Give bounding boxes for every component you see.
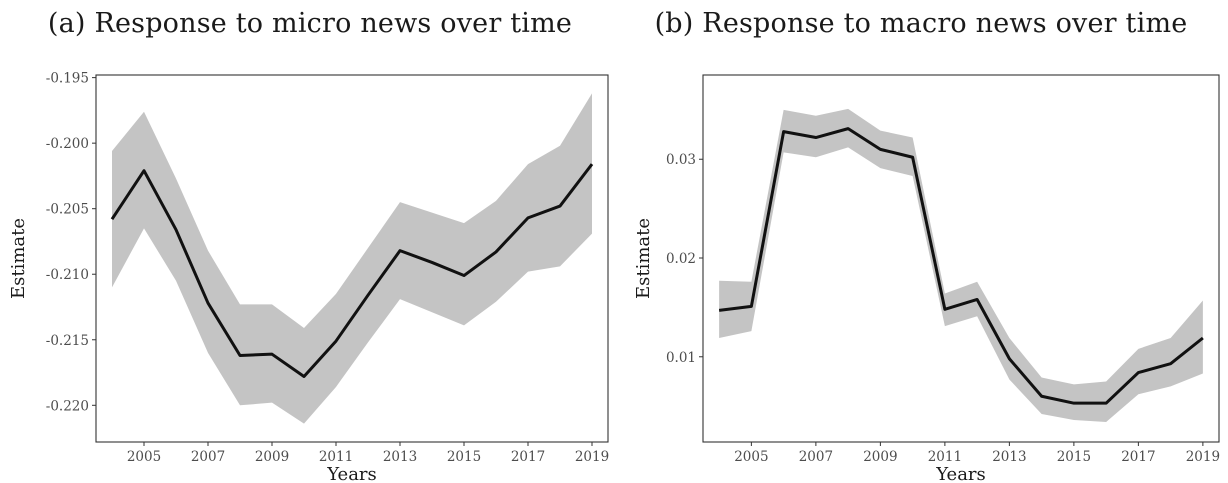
x-tick-label: 2013 (383, 449, 417, 465)
y-tick-label: 0.02 (666, 251, 696, 267)
x-tick-label: 2005 (734, 449, 768, 465)
x-tick-label: 2015 (1057, 449, 1091, 465)
panel-macro-news: (b) Response to macro news over time 200… (614, 0, 1228, 483)
y-tick-label: -0.200 (46, 136, 89, 152)
y-tick-label: -0.205 (46, 202, 89, 218)
y-tick-label: 0.01 (666, 350, 696, 366)
x-tick-label: 2011 (319, 449, 353, 465)
x-tick-label: 2009 (255, 449, 289, 465)
chart-micro-news: 2005 2007 2009 2011 2013 2015 2017 2019 -0.195 -0… (8, 71, 609, 483)
x-tick-label: 2019 (1186, 449, 1220, 465)
confidence-band (719, 108, 1203, 422)
y-axis-label: Estimate (633, 218, 654, 299)
plot-frame (95, 74, 609, 443)
y-tick-label: 0.03 (666, 152, 696, 168)
x-tick-label: 2013 (992, 449, 1026, 465)
y-tick-label: -0.220 (46, 398, 89, 414)
estimate-line (110, 163, 594, 378)
x-tick-label: 2017 (511, 449, 545, 465)
x-tick-label: 2017 (1121, 449, 1155, 465)
y-axis-label: Estimate (8, 218, 29, 299)
y-tick-label: -0.215 (46, 333, 89, 349)
panel-micro-news: (a) Response to micro news over time 200… (8, 8, 609, 483)
x-tick-label: 2005 (127, 449, 161, 465)
x-axis-label: Years (326, 464, 377, 483)
chart-title-macro: (b) Response to macro news over time (654, 8, 1188, 39)
estimate-line (718, 127, 1204, 405)
x-tick-label: 2011 (928, 449, 962, 465)
x-tick-label: 2015 (447, 449, 481, 465)
x-tick-label: 2009 (863, 449, 897, 465)
confidence-band (112, 93, 592, 424)
x-tick-label: 2019 (575, 449, 609, 465)
chart-title-micro: (a) Response to micro news over time (47, 8, 573, 39)
y-tick-label: -0.195 (46, 71, 89, 87)
x-tick-label: 2007 (191, 449, 225, 465)
chart-macro-news: 2005 2007 2009 2011 2013 2015 2017 2019 0.01 0.02… (633, 74, 1220, 483)
y-tick-label: -0.210 (46, 267, 89, 283)
x-axis-label: Years (935, 464, 986, 483)
x-tick-label: 2007 (799, 449, 833, 465)
